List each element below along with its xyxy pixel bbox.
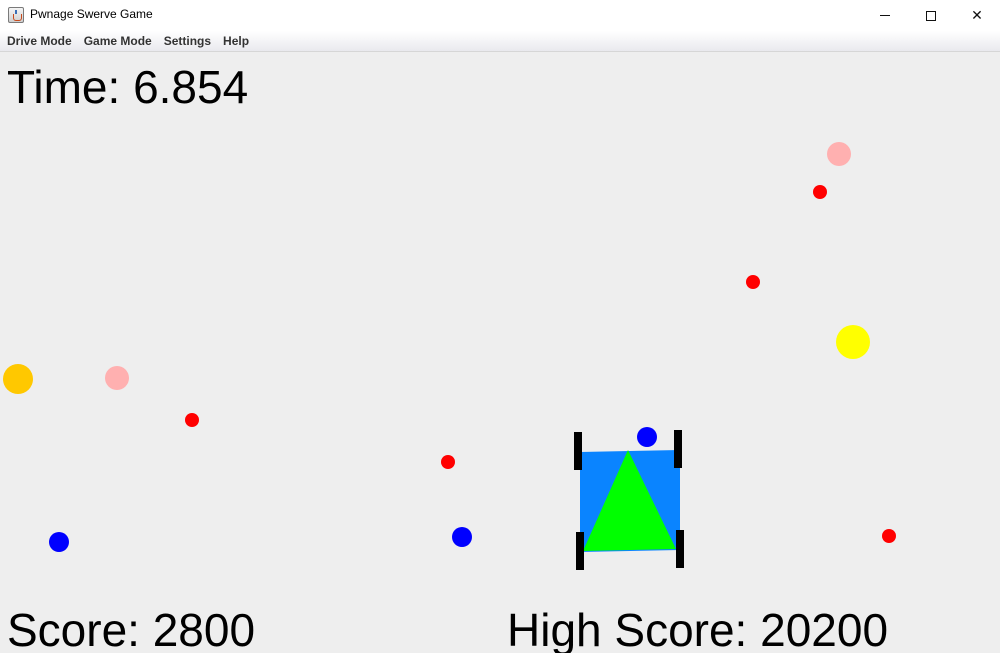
- close-button[interactable]: ✕: [954, 0, 1000, 31]
- red-ball: [882, 529, 896, 543]
- menu-help[interactable]: Help: [223, 33, 250, 48]
- robot-wheel: [574, 432, 582, 470]
- menu-game-mode[interactable]: Game Mode: [83, 33, 152, 48]
- game-canvas[interactable]: Time: 6.854 Score: 2800 High Score: 2020…: [0, 52, 1000, 653]
- maximize-icon: [926, 10, 936, 21]
- menu-bar: Drive Mode Game Mode Settings Help: [0, 31, 1000, 52]
- close-icon: ✕: [971, 7, 983, 24]
- pink-ball: [827, 142, 851, 166]
- menu-settings[interactable]: Settings: [163, 33, 212, 48]
- high-score-display: High Score: 20200: [507, 604, 889, 653]
- red-ball: [813, 185, 827, 199]
- score-display: Score: 2800: [7, 604, 256, 653]
- robot: [574, 430, 684, 570]
- red-ball: [441, 455, 455, 469]
- robot-direction-arrow: [583, 450, 676, 551]
- red-ball: [746, 275, 760, 289]
- java-app-icon: [8, 7, 24, 23]
- pink-ball: [105, 366, 129, 390]
- minimize-button[interactable]: [862, 0, 908, 31]
- robot-wheel: [674, 430, 682, 468]
- orange-ball: [3, 364, 33, 394]
- maximize-button[interactable]: [908, 0, 954, 31]
- blue-ball: [452, 527, 472, 547]
- time-display: Time: 6.854: [7, 61, 249, 113]
- red-ball: [185, 413, 199, 427]
- blue-ball: [637, 427, 657, 447]
- menu-drive-mode[interactable]: Drive Mode: [7, 33, 72, 48]
- title-bar: Pwnage Swerve Game ✕: [0, 0, 1000, 31]
- robot-wheel: [676, 530, 684, 568]
- robot-wheel: [576, 532, 584, 570]
- blue-ball: [49, 532, 69, 552]
- minimize-icon: [880, 15, 890, 16]
- yellow-ball: [836, 325, 870, 359]
- window-title: Pwnage Swerve Game: [30, 7, 153, 21]
